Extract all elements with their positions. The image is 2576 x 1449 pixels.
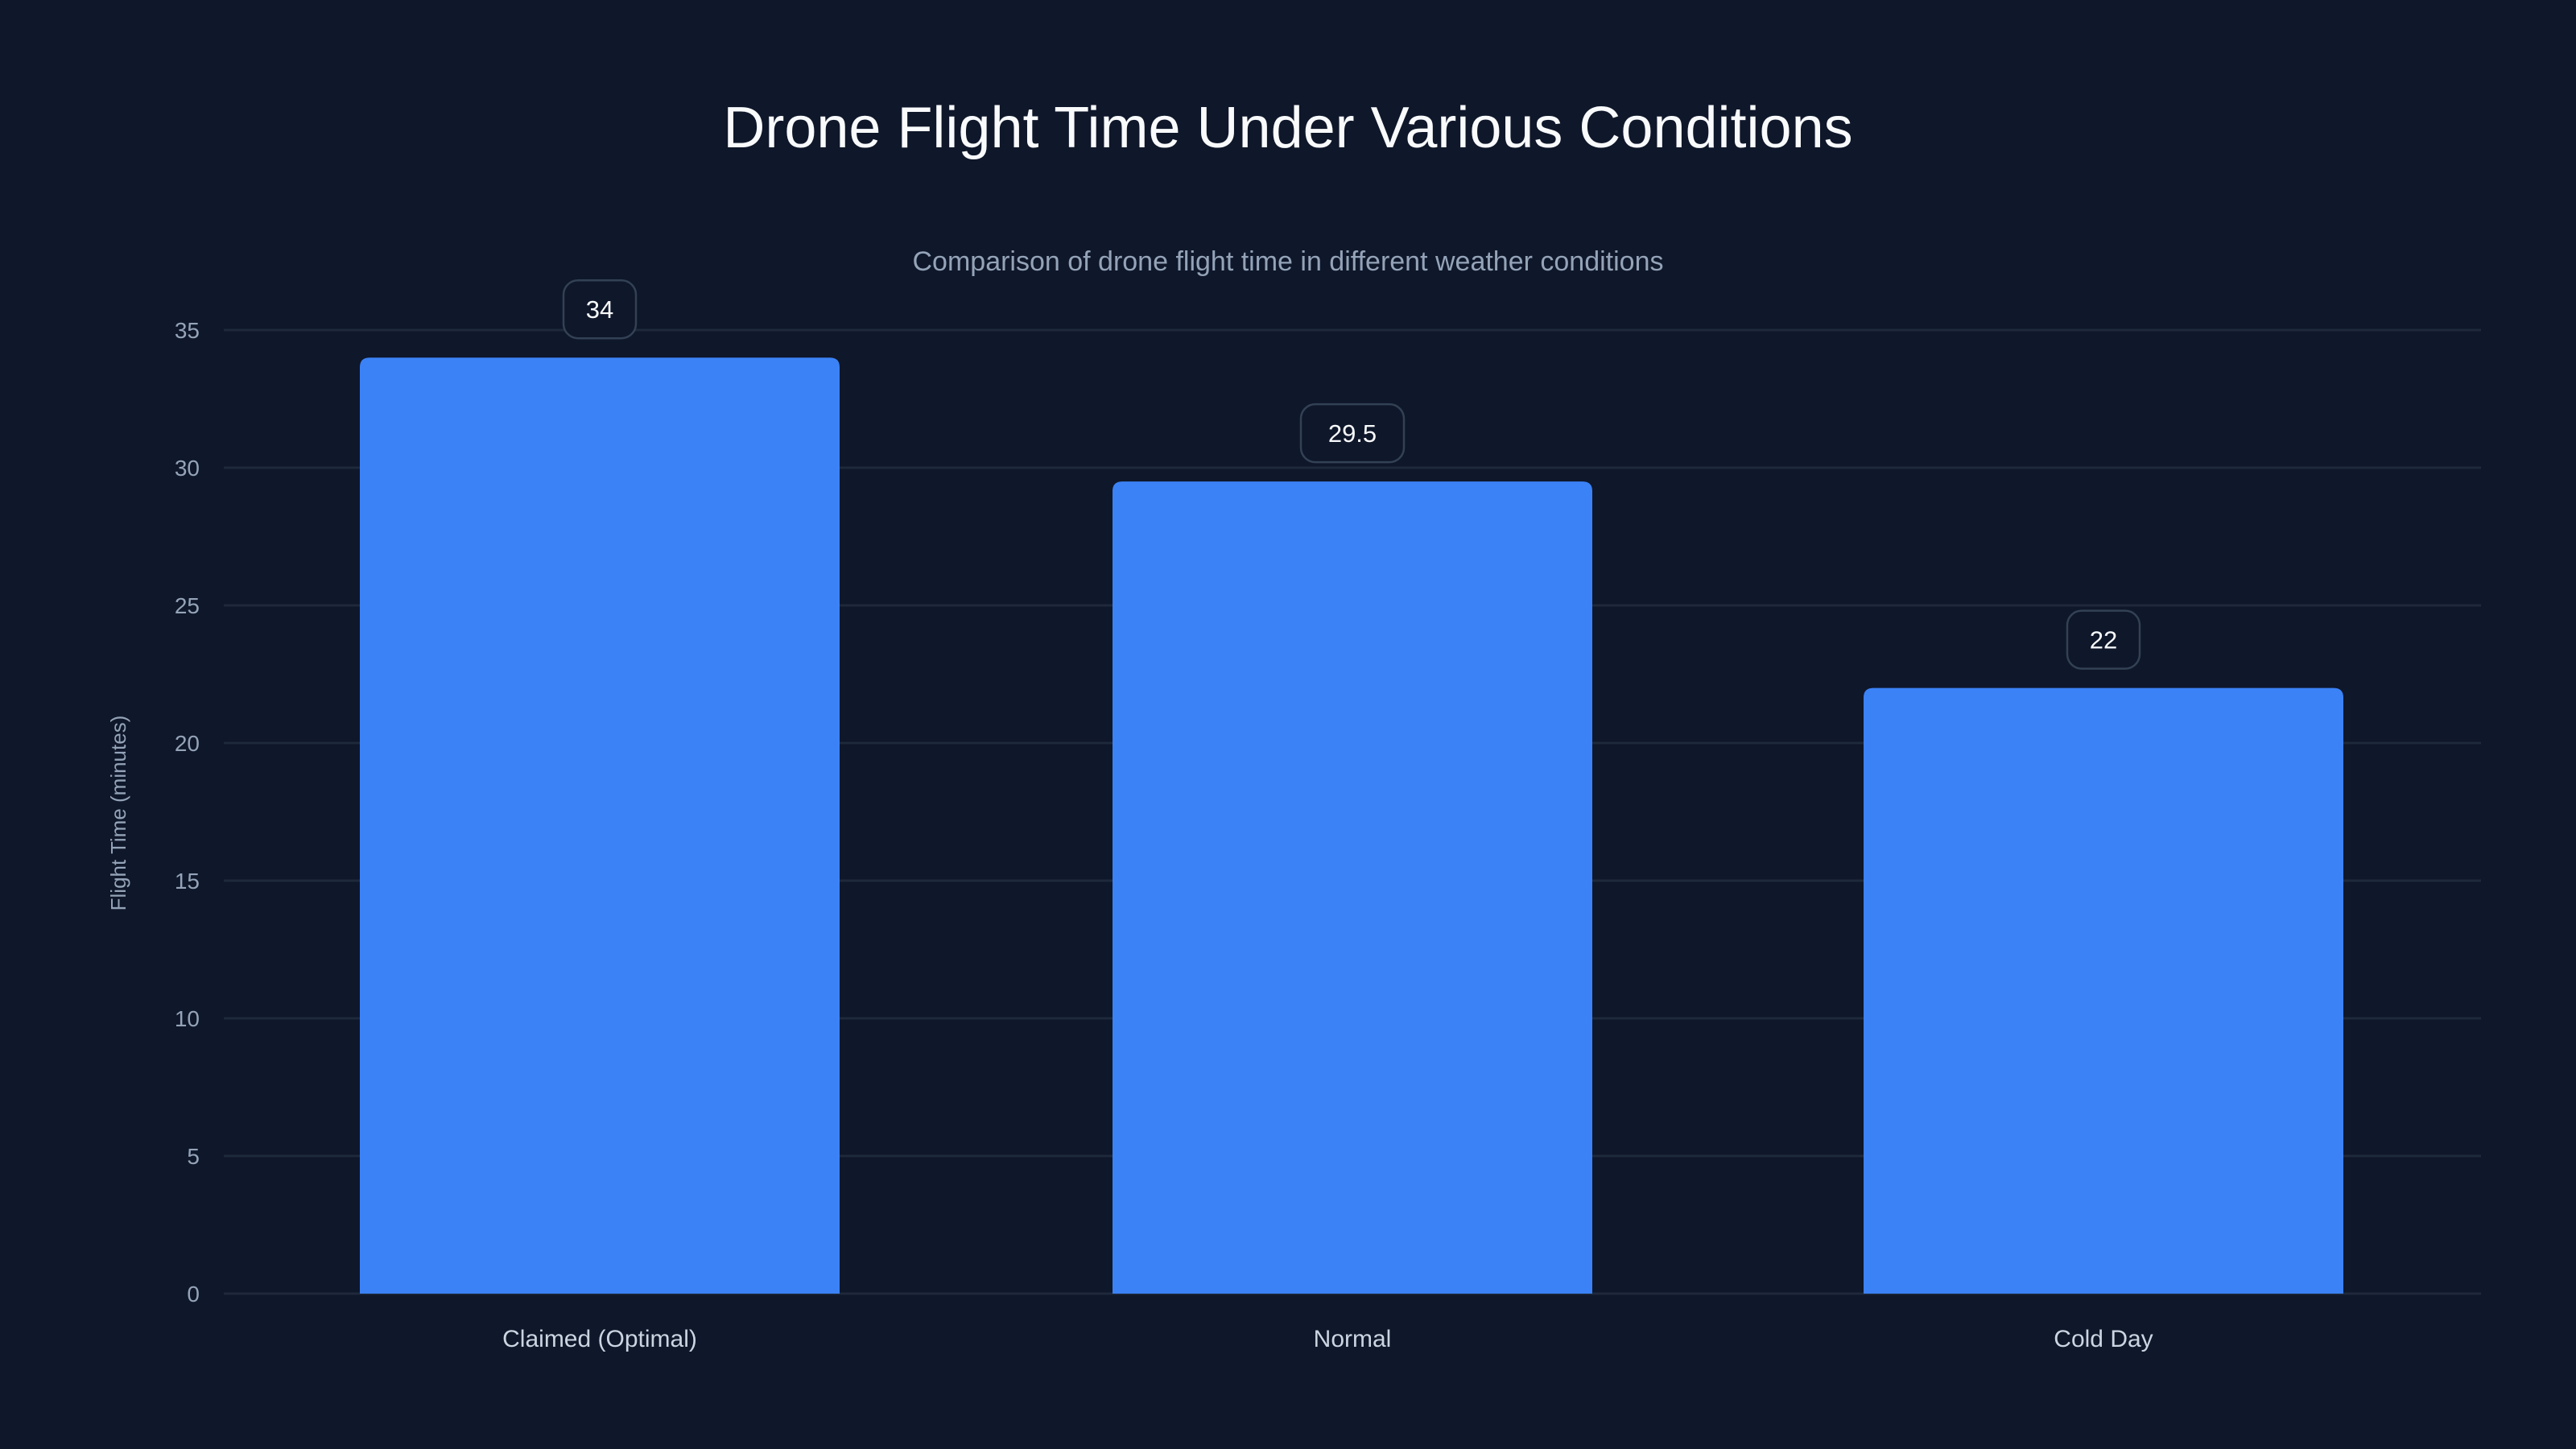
bar (1864, 687, 2343, 1294)
y-tick-label: 0 (187, 1282, 200, 1307)
data-label: 29.5 (1328, 419, 1377, 448)
y-axis-label: Flight Time (minutes) (106, 716, 130, 911)
y-tick-label: 10 (175, 1006, 200, 1031)
y-tick-label: 30 (175, 456, 200, 481)
bar (360, 357, 840, 1294)
x-tick-label: Claimed (Optimal) (502, 1326, 697, 1352)
x-tick-label: Cold Day (2054, 1326, 2153, 1352)
x-tick-label: Normal (1314, 1326, 1392, 1352)
chart-title: Drone Flight Time Under Various Conditio… (723, 96, 1853, 160)
data-label: 34 (586, 295, 613, 324)
y-tick-label: 20 (175, 731, 200, 756)
bar (1113, 481, 1592, 1294)
chart-subtitle: Comparison of drone flight time in diffe… (912, 246, 1664, 277)
y-tick-label: 35 (175, 318, 200, 343)
data-label-box (562, 279, 638, 340)
y-tick-label: 5 (187, 1144, 200, 1169)
y-tick-label: 15 (175, 869, 200, 894)
data-label: 22 (2090, 626, 2117, 654)
data-label-box (1299, 402, 1406, 464)
data-label-box (2066, 609, 2141, 670)
y-tick-label: 25 (175, 593, 200, 618)
